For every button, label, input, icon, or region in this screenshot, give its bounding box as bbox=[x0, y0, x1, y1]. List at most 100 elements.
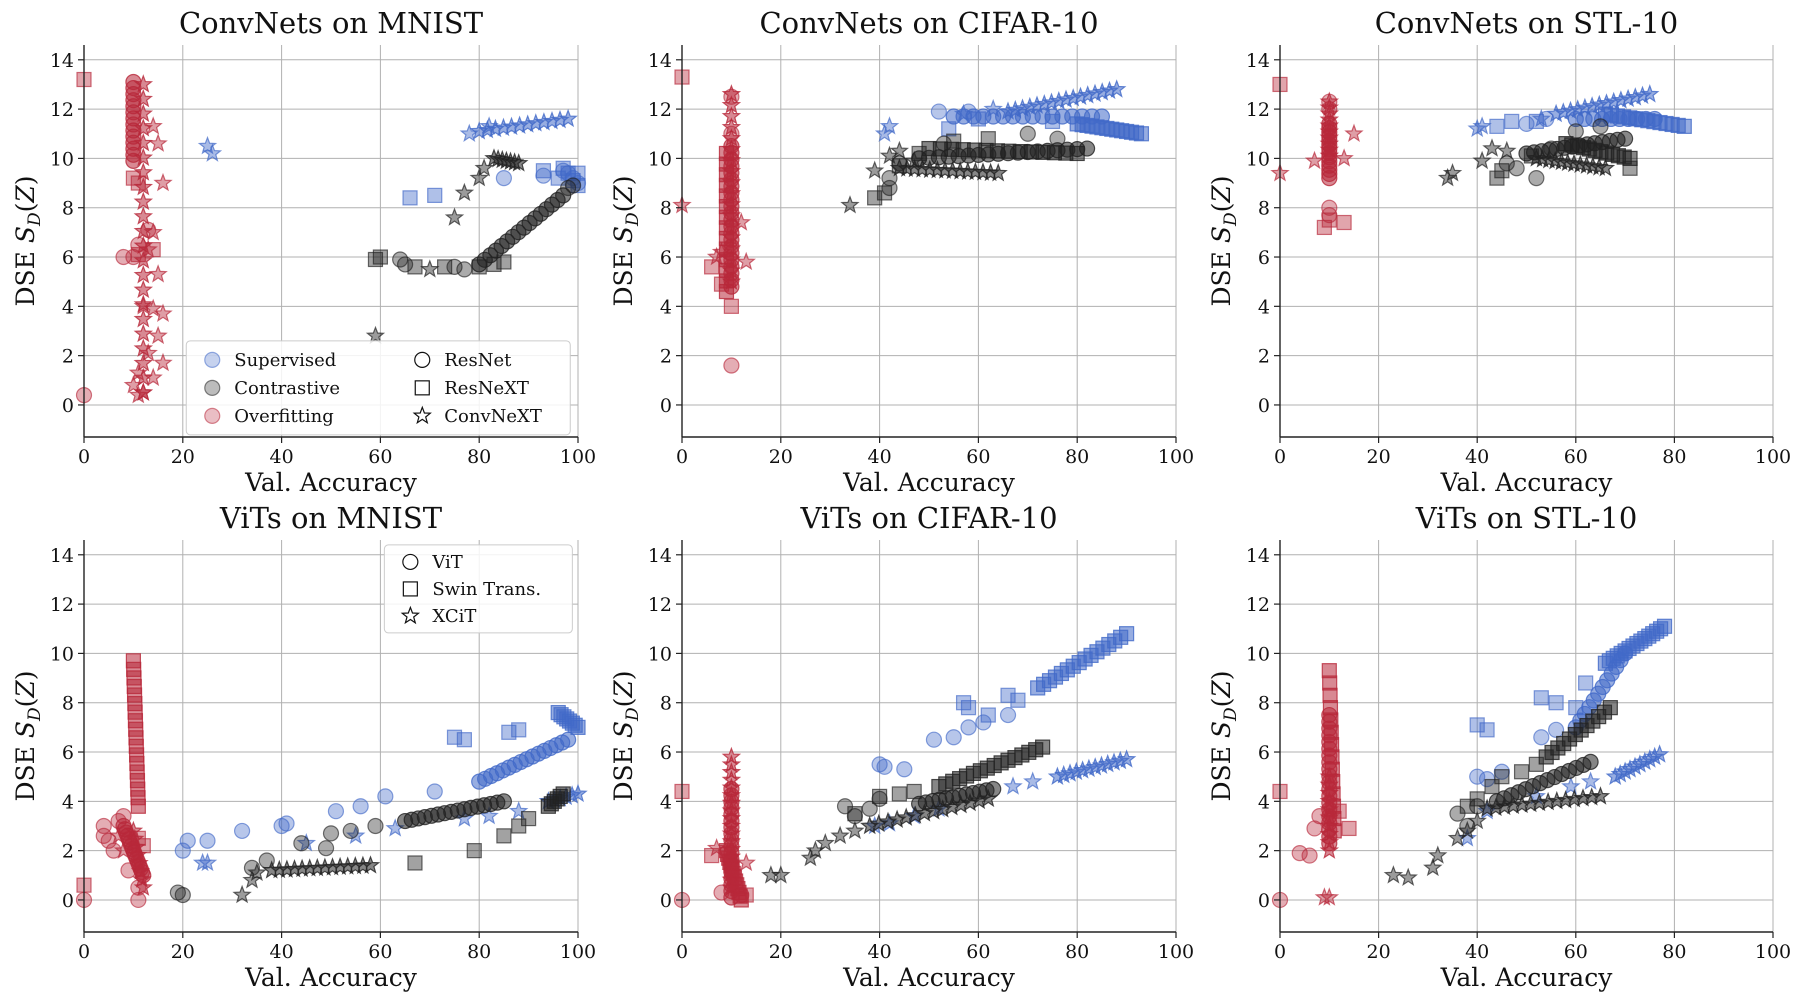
data-point-square bbox=[570, 177, 586, 194]
data-point-star bbox=[148, 264, 168, 283]
data-point-star bbox=[197, 852, 218, 872]
series-supervised-star bbox=[1457, 744, 1670, 847]
data-point-square bbox=[407, 855, 423, 871]
data-point-star bbox=[296, 832, 317, 852]
data-point-star bbox=[845, 820, 865, 840]
legend-label: ConvNeXT bbox=[444, 406, 542, 427]
legend: ViT Swin Trans. XCiT bbox=[383, 544, 573, 634]
data-point-square bbox=[1035, 739, 1051, 755]
y-tick-label: 4 bbox=[62, 791, 74, 813]
x-tick-label: 100 bbox=[1158, 446, 1194, 468]
y-tick-label: 6 bbox=[62, 742, 74, 764]
data-layer bbox=[1271, 618, 1673, 909]
data-point-star bbox=[133, 220, 154, 240]
data-point-square bbox=[1568, 700, 1584, 716]
y-tick-label: 2 bbox=[62, 346, 74, 368]
data-point-star bbox=[133, 74, 154, 93]
data-point-square bbox=[723, 298, 740, 314]
data-point-square bbox=[466, 843, 482, 859]
y-axis-label: DSE SD(Z) bbox=[1207, 670, 1241, 801]
data-point-square bbox=[555, 160, 571, 176]
data-point-square bbox=[960, 700, 977, 716]
y-tick-label: 14 bbox=[1246, 50, 1270, 72]
y-tick-label: 12 bbox=[1246, 594, 1270, 616]
data-point-star bbox=[1561, 776, 1581, 795]
data-point-star bbox=[133, 308, 154, 328]
data-point-star bbox=[1467, 810, 1487, 830]
data-point-square bbox=[1479, 722, 1495, 738]
data-point-star bbox=[1383, 865, 1404, 884]
data-point-star bbox=[133, 250, 154, 269]
plot-area bbox=[1280, 45, 1773, 437]
data-point-square bbox=[970, 111, 987, 127]
data-point-circle bbox=[1049, 130, 1066, 147]
y-tick-label: 2 bbox=[1258, 841, 1270, 863]
legend-marker-circle bbox=[402, 553, 419, 571]
y-tick-label: 4 bbox=[660, 296, 672, 318]
chart-panel-3: 0 20 40 60 80 100 0 2 4 6 8 10 12 14 ConvNets on STL-1… bbox=[1207, 6, 1791, 497]
data-point-circle bbox=[456, 261, 473, 278]
data-point-star bbox=[736, 852, 756, 872]
y-tick-label: 6 bbox=[660, 742, 672, 764]
data-point-star bbox=[1423, 857, 1443, 877]
data-point-star bbox=[345, 825, 366, 845]
data-point-star bbox=[706, 246, 727, 266]
data-point-square bbox=[535, 163, 552, 179]
series-contrastive-circle bbox=[392, 177, 582, 278]
y-tick-label: 12 bbox=[648, 99, 672, 121]
data-point-star bbox=[133, 296, 154, 315]
series-supervised-square bbox=[1489, 106, 1692, 134]
chart-panel-2: 0 20 40 60 80 100 0 2 4 6 8 10 12 14 ConvNets on CIFAR… bbox=[609, 6, 1194, 497]
x-tick-label: 40 bbox=[1465, 941, 1489, 963]
data-point-square bbox=[1494, 163, 1510, 179]
series-contrastive-square bbox=[367, 249, 512, 275]
data-point-star bbox=[133, 294, 154, 313]
y-tick-label: 14 bbox=[50, 50, 74, 72]
data-point-circle bbox=[876, 758, 893, 775]
x-tick-label: 0 bbox=[676, 941, 688, 963]
data-point-square bbox=[1622, 160, 1638, 176]
y-tick-label: 8 bbox=[660, 693, 672, 715]
data-point-square bbox=[980, 707, 996, 723]
data-point-square bbox=[1336, 214, 1352, 231]
series-supervised-star bbox=[1467, 84, 1660, 138]
data-point-star bbox=[365, 325, 386, 345]
series-contrastive-square bbox=[1459, 700, 1618, 814]
data-point-star bbox=[360, 855, 381, 874]
y-axis-label: DSE SD(Z) bbox=[1207, 175, 1241, 306]
data-point-star bbox=[133, 118, 154, 137]
y-tick-label: 10 bbox=[648, 148, 672, 170]
data-point-square bbox=[1533, 690, 1549, 706]
data-point-square bbox=[876, 185, 893, 201]
data-point-star bbox=[202, 143, 223, 162]
x-tick-label: 20 bbox=[1367, 446, 1391, 468]
data-point-star bbox=[143, 367, 163, 387]
series-overfitting-star bbox=[1314, 766, 1340, 906]
y-tick-label: 0 bbox=[1258, 395, 1270, 417]
data-point-star bbox=[133, 264, 154, 284]
data-point-star bbox=[731, 212, 752, 231]
data-point-star bbox=[978, 788, 999, 808]
data-point-circle bbox=[1469, 768, 1486, 785]
y-tick-label: 12 bbox=[1246, 99, 1270, 121]
y-tick-label: 4 bbox=[660, 791, 672, 813]
x-tick-label: 20 bbox=[171, 446, 195, 468]
series-contrastive-star bbox=[365, 148, 529, 345]
x-tick-label: 20 bbox=[769, 941, 793, 963]
data-point-circle bbox=[1547, 721, 1565, 738]
data-point-star bbox=[568, 783, 588, 803]
data-point-square bbox=[1484, 778, 1500, 795]
legend-label: XCiT bbox=[432, 606, 476, 627]
series-contrastive-star bbox=[232, 855, 381, 904]
data-point-square bbox=[427, 187, 443, 203]
data-point-circle bbox=[327, 803, 345, 820]
y-tick-label: 14 bbox=[1246, 545, 1270, 567]
series-contrastive-star bbox=[1383, 786, 1611, 886]
legend-marker-square bbox=[402, 581, 418, 597]
data-point-star bbox=[444, 207, 465, 226]
x-tick-label: 0 bbox=[78, 446, 90, 468]
data-point-square bbox=[738, 887, 754, 903]
data-point-circle bbox=[115, 808, 132, 825]
data-point-star bbox=[983, 98, 1003, 118]
data-point-star bbox=[1472, 150, 1492, 170]
